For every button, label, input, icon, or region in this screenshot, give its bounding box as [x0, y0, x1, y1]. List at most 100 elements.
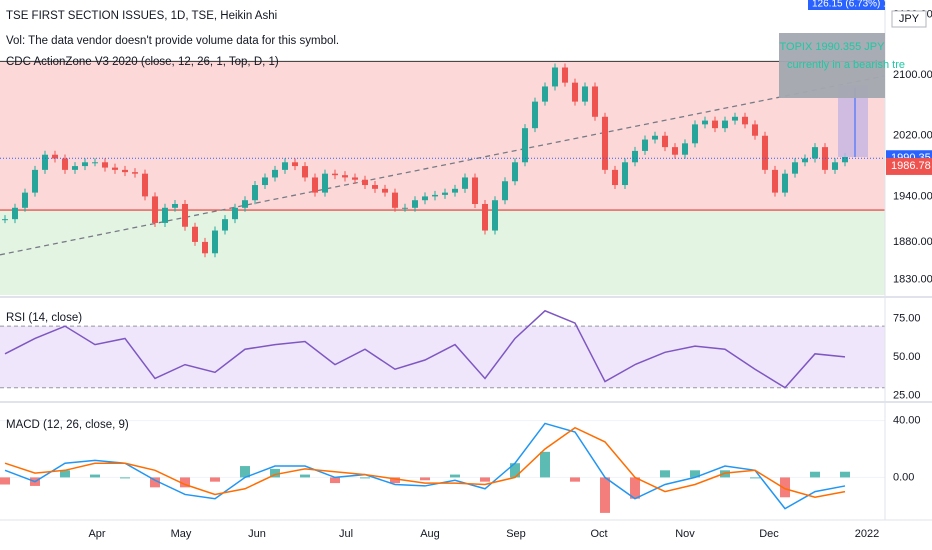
macd-histogram-bar [420, 477, 430, 481]
top-zone [0, 0, 885, 62]
candle-body [122, 169, 128, 173]
x-tick-label: Oct [590, 528, 607, 540]
candle-body [362, 179, 368, 186]
candle-body [142, 173, 148, 197]
candle-body [292, 162, 298, 167]
candle-body [272, 169, 278, 178]
candle-body [642, 139, 648, 151]
candle-body [662, 135, 668, 148]
x-tick-label: 2022 [855, 528, 879, 540]
candle-body [412, 200, 418, 208]
candle-body [312, 177, 318, 193]
candle-body [792, 162, 798, 174]
volume-note: Vol: The data vendor doesn't provide vol… [6, 35, 339, 47]
candle-body [752, 124, 758, 136]
trendline [0, 75, 886, 256]
macd-histogram-bar [690, 470, 700, 478]
candle-body [102, 162, 108, 168]
macd-histogram-bar [840, 471, 850, 478]
candle-body [262, 177, 268, 186]
y-tick-label: 25.00 [893, 389, 921, 401]
macd-histogram-bar [780, 477, 790, 498]
y-tick-label: 1940.00 [893, 190, 932, 202]
candle-body [692, 124, 698, 144]
candle-body [472, 177, 478, 204]
candle-body [112, 167, 118, 170]
candle-body [232, 207, 238, 220]
change-badge [808, 0, 885, 10]
candle-body [832, 162, 838, 170]
candle-body [612, 169, 618, 186]
macd-histogram-bar [570, 477, 580, 482]
macd-title: MACD (12, 26, close, 9) [6, 419, 129, 431]
tooltip-line: currently in a bearish tre [787, 59, 905, 71]
candle-body [442, 192, 448, 195]
candle-body [522, 128, 528, 163]
candle-body [492, 200, 498, 231]
x-tick-label: May [171, 528, 192, 540]
candle-body [782, 173, 788, 193]
candle-body [802, 158, 808, 163]
candle-body [602, 116, 608, 170]
candle-body [762, 135, 768, 170]
macd-histogram-bar [810, 471, 820, 478]
fast-price-badge [886, 157, 932, 175]
candle-body [582, 86, 588, 102]
y-tick-label: 2020.00 [893, 130, 932, 142]
candle-body [512, 162, 518, 182]
candle-body [162, 207, 168, 223]
candle-body [352, 177, 358, 180]
candle-body [82, 162, 88, 167]
candle-body [152, 196, 158, 223]
change-badge-text: 126.15 (6.73%) 126 [812, 0, 900, 10]
candle-body [242, 200, 248, 208]
candle-body [552, 67, 558, 87]
macd-histogram-bar [630, 477, 640, 499]
y-tick-label: 2100.00 [893, 69, 932, 81]
macd-histogram-bar [300, 474, 310, 478]
indicator-line [4, 426, 846, 499]
rsi-title: RSI (14, close) [6, 312, 82, 324]
candle-body [732, 116, 738, 121]
x-tick-label: Apr [88, 528, 105, 540]
candle-body [92, 162, 98, 164]
macd-histogram-bar [510, 463, 520, 478]
candle-body [542, 86, 548, 102]
candle-body [332, 173, 338, 176]
macd-histogram-bar [360, 477, 370, 479]
macd-histogram-bar [120, 477, 130, 479]
chart-title: TSE FIRST SECTION ISSUES, 1D, TSE, Heiki… [6, 10, 277, 22]
candle-body [772, 169, 778, 193]
x-tick-label: Dec [759, 528, 779, 540]
y-tick-label: 75.00 [893, 312, 921, 324]
macd-histogram-bar [90, 474, 100, 478]
macd-histogram-bar [210, 477, 220, 482]
macd-histogram-bar [450, 474, 460, 478]
candle-body [12, 207, 18, 220]
candle-body [392, 192, 398, 208]
candle-body [742, 116, 748, 125]
indicator-line [4, 422, 846, 510]
candle-body [212, 230, 218, 254]
candle-body [432, 194, 438, 197]
x-tick-label: Nov [675, 528, 695, 540]
candle-body [482, 203, 488, 231]
candle-body [632, 150, 638, 163]
candle-body [252, 185, 258, 201]
x-tick-label: Sep [506, 528, 526, 540]
candle-body [382, 188, 388, 193]
candle-body [722, 120, 728, 129]
candle-body [342, 175, 348, 178]
currency: JPY [899, 13, 920, 25]
y-tick-label: 1880.00 [893, 236, 932, 248]
candle-body [42, 154, 48, 170]
fast-price-label: 1986.78 [891, 160, 931, 172]
macd-histogram-bar [240, 466, 250, 478]
candle-body [32, 169, 38, 193]
candle-body [532, 101, 538, 129]
candle-body [72, 166, 78, 170]
candle-body [372, 185, 378, 189]
candle-body [132, 172, 138, 174]
candle-body [222, 219, 228, 231]
x-tick-label: Jul [339, 528, 353, 540]
